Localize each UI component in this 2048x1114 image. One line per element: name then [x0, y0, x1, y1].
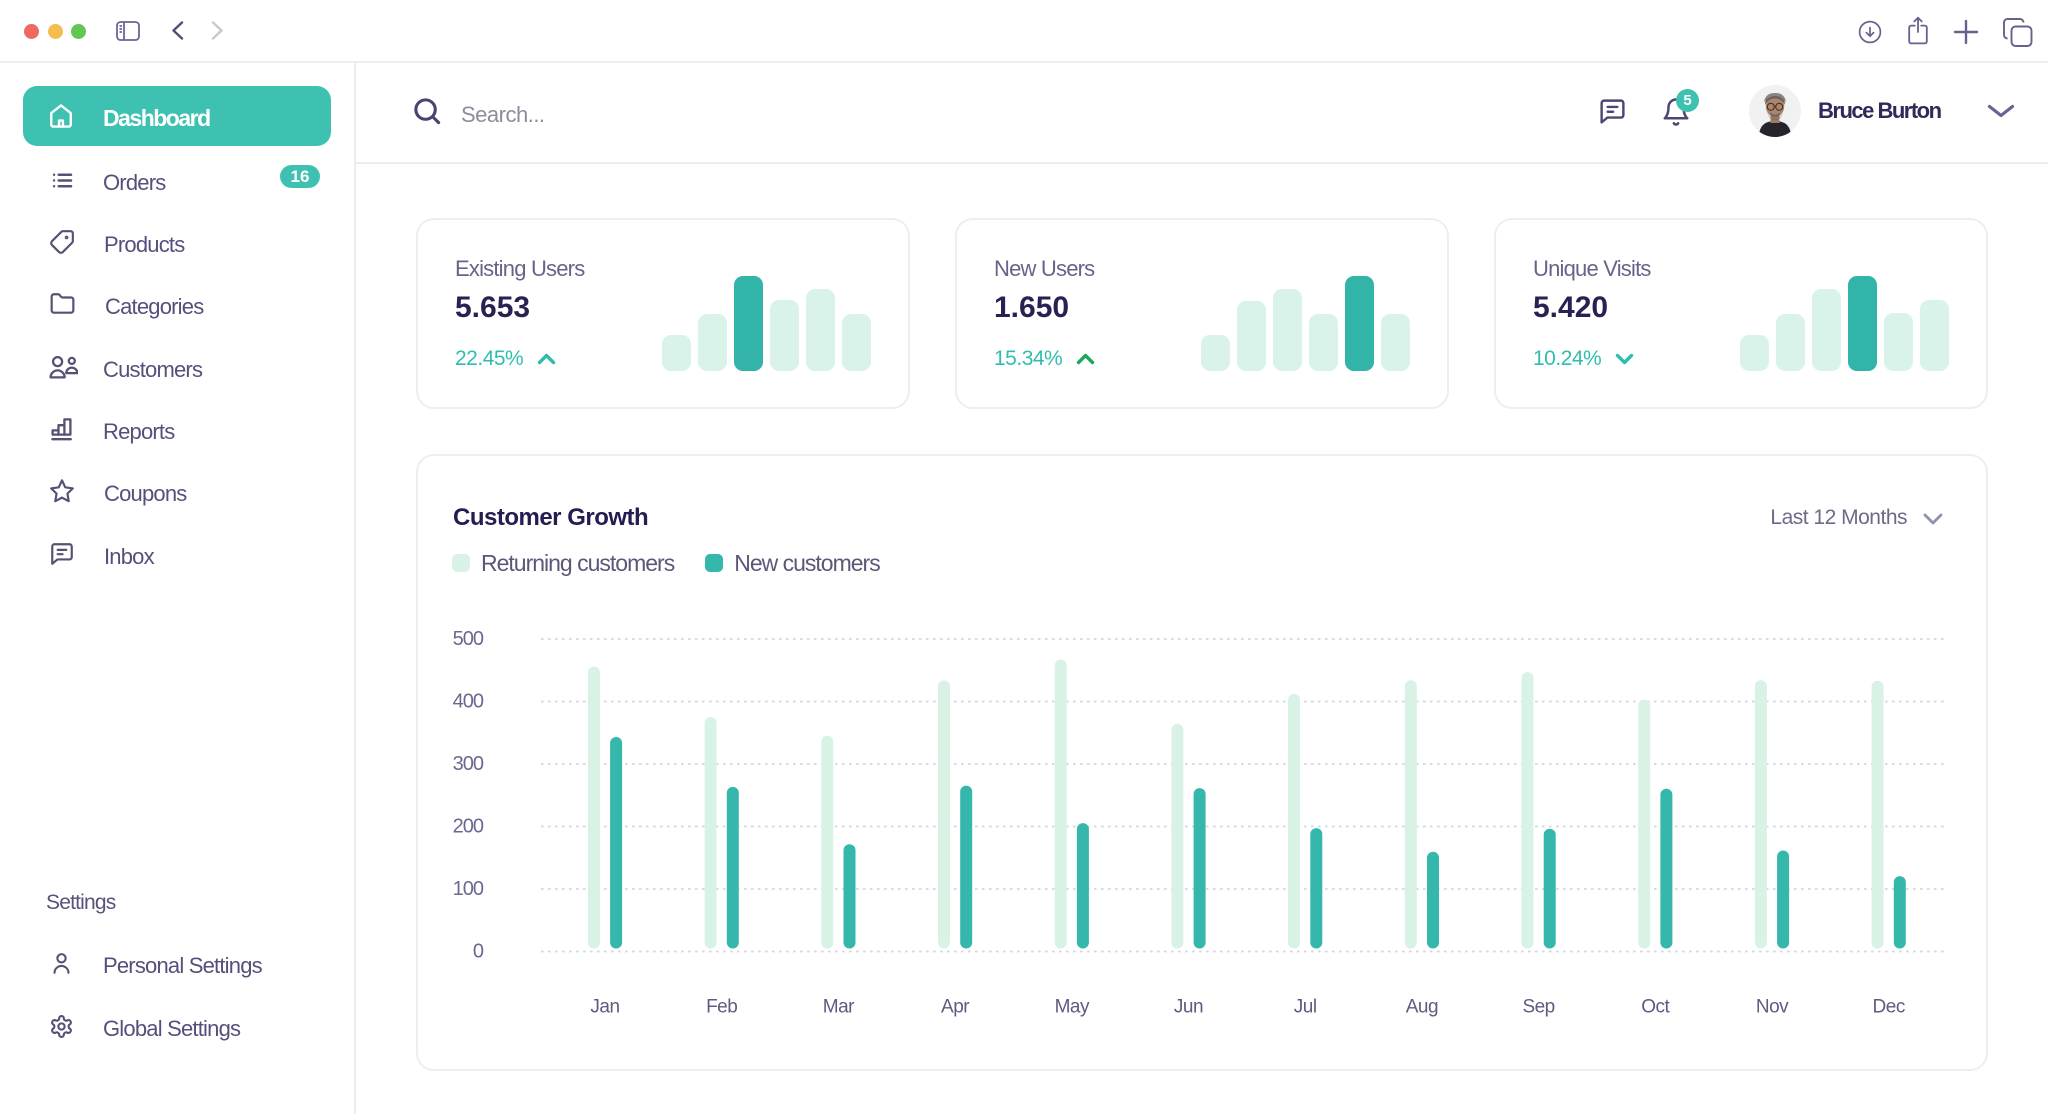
svg-text:Mar: Mar: [823, 997, 855, 1018]
svg-text:Feb: Feb: [706, 997, 737, 1018]
svg-text:Aug: Aug: [1406, 997, 1438, 1018]
svg-text:Apr: Apr: [941, 997, 970, 1018]
svg-text:100: 100: [453, 878, 484, 900]
svg-text:Jun: Jun: [1174, 997, 1203, 1018]
svg-text:400: 400: [453, 691, 484, 713]
svg-text:0: 0: [473, 941, 484, 963]
svg-text:Jul: Jul: [1294, 997, 1317, 1018]
svg-text:200: 200: [453, 816, 484, 838]
svg-text:Jan: Jan: [590, 997, 619, 1018]
svg-text:Dec: Dec: [1873, 997, 1905, 1018]
svg-text:Sep: Sep: [1522, 997, 1554, 1018]
svg-text:300: 300: [453, 753, 484, 775]
svg-text:May: May: [1055, 997, 1090, 1018]
svg-text:Oct: Oct: [1641, 997, 1670, 1018]
svg-text:Nov: Nov: [1756, 997, 1789, 1018]
svg-text:500: 500: [453, 628, 484, 650]
